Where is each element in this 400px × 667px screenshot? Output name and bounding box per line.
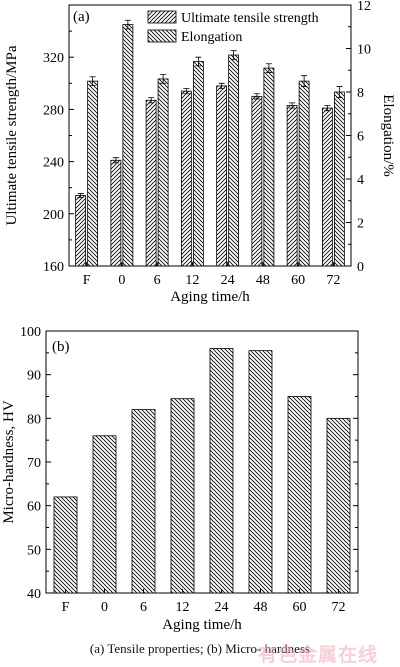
y-right-tick-label: 8 <box>357 86 364 101</box>
bar-elongation <box>333 91 345 267</box>
y-tick-label: 40 <box>27 587 41 602</box>
x-tick-label: 0 <box>118 273 125 288</box>
bar-hardness <box>131 409 156 594</box>
bar-hardness <box>326 417 351 594</box>
panel-label: (a) <box>73 9 90 25</box>
x-axis-title: Aging time/h <box>170 289 250 305</box>
x-tick-label: 12 <box>185 273 199 288</box>
bar-hardness <box>209 348 234 594</box>
x-tick-label: 6 <box>140 600 147 615</box>
error-bar <box>112 157 119 164</box>
legend-label: Ultimate tensile strength <box>181 11 319 26</box>
x-tick-label: 72 <box>332 600 346 615</box>
bar-elongation <box>192 61 204 267</box>
bar-elongation <box>87 80 99 267</box>
y-tick-label: 50 <box>27 543 41 558</box>
y-tick-label: 200 <box>43 208 64 223</box>
y-tick-label: 90 <box>27 369 41 384</box>
bar-elongation <box>263 67 275 267</box>
y-right-tick-label: 12 <box>357 0 371 14</box>
x-tick-label: 6 <box>154 273 161 288</box>
error-bar <box>77 193 84 198</box>
y-right-tick-label: 0 <box>357 260 364 275</box>
error-bar <box>89 76 96 86</box>
error-bar <box>195 56 202 67</box>
x-tick-label: 12 <box>176 600 190 615</box>
bar-uts <box>286 105 298 267</box>
bar-hardness <box>248 350 273 594</box>
y-tick-label: 320 <box>43 51 64 66</box>
bar-hardness <box>92 435 117 594</box>
y-right-axis-title: Elongation/% <box>380 94 396 177</box>
error-bar <box>148 97 155 104</box>
error-bar <box>289 102 296 109</box>
figure-caption: (a) Tensile properties; (b) Micro- hardn… <box>89 641 311 656</box>
x-tick-label: F <box>83 273 91 288</box>
legend-swatch <box>147 29 177 43</box>
error-bar <box>324 105 331 112</box>
error-bar <box>336 86 343 98</box>
y-tick-label: 160 <box>43 260 64 275</box>
y-tick-label: 80 <box>27 412 41 427</box>
error-bar <box>265 63 272 73</box>
y-tick-label: 240 <box>43 156 64 171</box>
x-axis-title: Aging time/h <box>162 617 242 633</box>
x-tick-label: F <box>62 600 70 615</box>
y-right-tick-label: 10 <box>357 43 371 58</box>
x-tick-label: 24 <box>221 273 235 288</box>
bar-uts <box>145 99 157 267</box>
y-axis-title: Micro-hardness, HV <box>1 400 17 523</box>
bar-uts <box>321 107 333 267</box>
y-tick-label: 60 <box>27 500 41 515</box>
x-tick-label: 48 <box>256 273 270 288</box>
panel-b-hardness-chart: 40 50 60 70 80 90 100 F 0 6 12 24 48 60 72 (b) Aging tim… <box>1 325 359 633</box>
y-right-tick-label: 6 <box>357 130 364 145</box>
x-tick-label: 48 <box>254 600 268 615</box>
legend-label: Elongation <box>181 30 242 45</box>
x-tick-label: 24 <box>215 600 229 615</box>
x-tick-label: 0 <box>101 600 108 615</box>
error-bar <box>183 88 190 95</box>
x-tick-label: 72 <box>326 273 340 288</box>
bar-elongation <box>122 24 134 267</box>
y-axis-title: Ultimate tensile strength/MPa <box>4 45 20 225</box>
error-bar <box>124 19 131 30</box>
error-bar <box>253 93 260 100</box>
x-tick-label: 60 <box>293 600 307 615</box>
y-tick-label: 70 <box>27 456 41 471</box>
bar-uts <box>216 85 228 267</box>
error-bar <box>301 75 308 87</box>
y-right-tick-label: 4 <box>357 173 364 188</box>
bar-uts <box>180 90 192 267</box>
y-tick-label: 280 <box>43 103 64 118</box>
y-right-tick-label: 2 <box>357 217 364 232</box>
bar-elongation <box>298 80 310 267</box>
bar-elongation <box>228 54 240 267</box>
bar-uts <box>251 95 263 267</box>
error-bar <box>230 50 237 60</box>
x-tick-label: 60 <box>291 273 305 288</box>
bar-uts <box>110 159 122 267</box>
panel-label: (b) <box>52 339 70 355</box>
bar-hardness <box>287 396 312 594</box>
watermark: 有色金属在线 <box>258 644 379 666</box>
bar-elongation <box>157 78 169 267</box>
error-bar <box>218 82 225 89</box>
legend-swatch <box>147 10 177 24</box>
bar-hardness <box>53 496 78 594</box>
bar-uts <box>75 195 87 267</box>
error-bar <box>160 74 167 84</box>
y-tick-label: 100 <box>20 325 41 340</box>
bar-hardness <box>170 398 195 594</box>
